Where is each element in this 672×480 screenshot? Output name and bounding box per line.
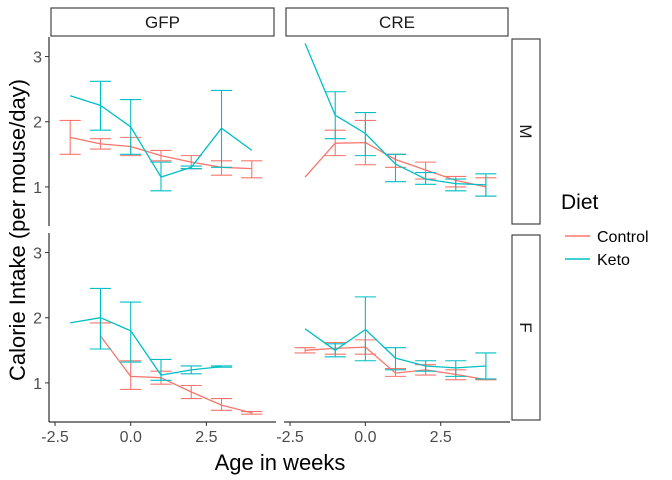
x-tick-label: 0.0 [120,429,142,446]
legend-entry: Keto [565,252,630,269]
error-bar [89,287,112,350]
series-line [70,95,253,178]
strips-layer: GFP CRE M F [50,7,541,421]
error-bar [120,301,142,363]
error-bar [241,160,263,179]
panel-gfp-m [59,80,263,192]
error-bar [294,347,316,354]
series-keto [70,287,233,381]
y-tick-label: 1 [33,376,42,393]
error-bar [59,119,81,155]
y-tick-label: 2 [33,115,42,132]
y-tick-label: 2 [33,311,42,328]
row-strip-label: F [516,322,535,332]
series-line [304,43,486,186]
legend-label: Keto [597,252,630,269]
error-bar [120,360,142,390]
row-strip-box [511,234,541,421]
panels-layer [59,43,497,415]
panel-cre-m [304,43,497,197]
legend-entries: Control Keto [565,229,649,269]
x-tick-label: 0.0 [354,429,376,446]
legend: Diet Control Keto [561,191,649,269]
error-bar [384,153,407,183]
series-line [70,317,222,376]
series-keto [70,80,253,192]
column-strip-box [285,7,509,37]
error-bar [384,347,407,371]
x-tick-label: 2.5 [430,429,452,446]
legend-title: Diet [561,191,599,214]
panel-cre-f [294,296,497,381]
column-strip-label: CRE [379,13,415,32]
series-line [99,335,252,414]
series-line [304,328,486,369]
error-bar [150,358,172,381]
column-strip-box [50,7,275,37]
error-bar [445,360,467,377]
row-strip-box [511,38,541,225]
x-tick-label: -2.5 [276,429,304,446]
error-bar [445,178,467,192]
legend-entry: Control [565,229,649,246]
y-tick-label: 3 [33,50,42,67]
y-tick-label: 1 [33,180,42,197]
series-control [89,322,263,415]
y-tick-label: 3 [33,246,42,263]
row-strip-label: M [516,124,535,138]
series-keto [304,296,497,380]
column-strip-label: GFP [145,13,180,32]
panel-gfp-f [70,287,263,415]
y-axis-title: Calorie Intake (per mouse/day) [5,79,30,381]
x-tick-label: 2.5 [195,429,217,446]
series-keto [304,43,497,197]
axes-layer: 1 2 3 1 2 3 -2.5 0.0 2.5 -2.5 0.0 2.5 [33,37,510,446]
legend-label: Control [597,229,649,246]
error-bar [354,296,376,362]
x-tick-label: -2.5 [41,429,69,446]
x-axis-title: Age in weeks [215,450,346,475]
